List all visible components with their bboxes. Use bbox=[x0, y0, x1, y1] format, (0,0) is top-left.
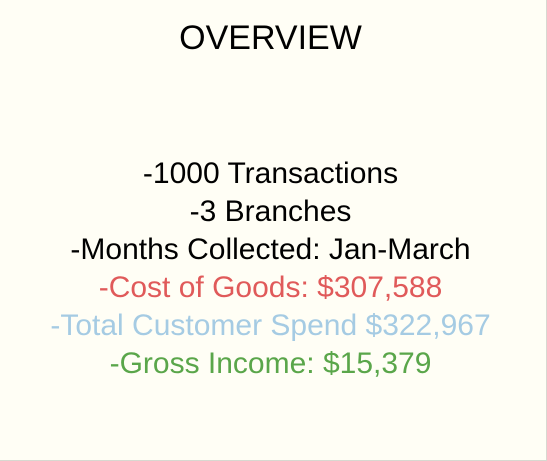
stat-gross-income: -Gross Income: $15,379 bbox=[109, 347, 432, 380]
stat-months-collected: -Months Collected: Jan-March bbox=[70, 233, 471, 266]
stat-branches: -3 Branches bbox=[189, 195, 352, 228]
stat-cost-of-goods: -Cost of Goods: $307,588 bbox=[98, 271, 443, 304]
stat-transactions: -1000 Transactions bbox=[142, 157, 399, 190]
overview-title: OVERVIEW bbox=[179, 19, 362, 57]
stat-total-customer-spend: -Total Customer Spend $322,967 bbox=[50, 309, 491, 342]
overview-stats: -1000 Transactions -3 Branches -Months C… bbox=[0, 155, 541, 383]
